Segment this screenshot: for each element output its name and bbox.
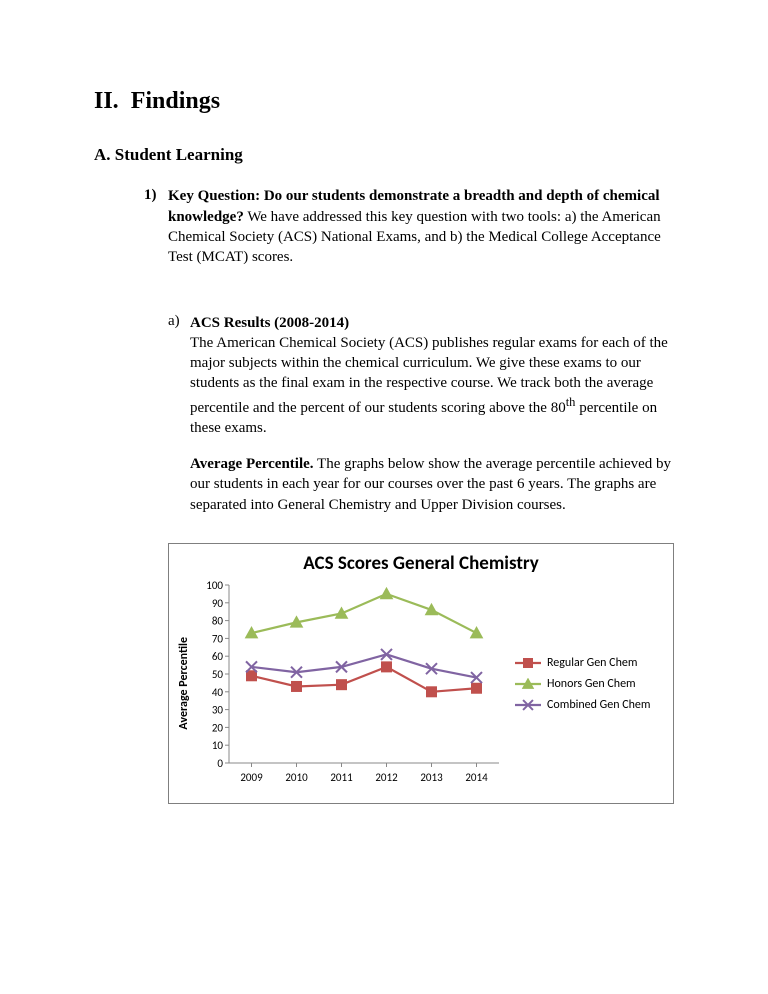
- svg-text:60: 60: [212, 650, 224, 663]
- subsection-heading: A. Student Learning: [94, 145, 674, 165]
- chart-legend: Regular Gen Chem Honors Gen Chem Combined …: [515, 649, 650, 719]
- subsection-title: Student Learning: [115, 145, 243, 164]
- svg-text:50: 50: [212, 668, 224, 681]
- legend-swatch: [515, 678, 541, 690]
- chart-container: ACS Scores General Chemistry Average Per…: [168, 543, 674, 804]
- svg-text:40: 40: [212, 686, 224, 699]
- svg-text:0: 0: [217, 757, 223, 770]
- chart-plot: 0 10 20 30 40 50 60 70 80 90 100 2009 2010 2011 2012 20…: [195, 579, 505, 789]
- svg-text:100: 100: [206, 579, 223, 592]
- lettered-item-a: a) ACS Results (2008-2014) The American …: [168, 311, 674, 515]
- svg-text:2011: 2011: [330, 771, 353, 784]
- svg-text:10: 10: [212, 739, 224, 752]
- legend-item: Regular Gen Chem: [515, 656, 650, 670]
- subsection-letter: A.: [94, 145, 111, 164]
- section-number: II.: [94, 88, 119, 114]
- numbered-item-1: 1) Key Question: Do our students demonst…: [144, 185, 674, 267]
- item-a-heading: ACS Results (2008-2014): [190, 315, 349, 331]
- svg-text:2012: 2012: [375, 771, 398, 784]
- svg-text:2013: 2013: [420, 771, 443, 784]
- svg-text:20: 20: [212, 721, 224, 734]
- section-heading: II. Findings: [94, 88, 674, 115]
- svg-text:70: 70: [212, 632, 224, 645]
- avg-percentile-lead: Average Percentile.: [190, 456, 314, 472]
- legend-swatch: [515, 699, 541, 711]
- item-number: 1): [144, 185, 168, 205]
- section-title: Findings: [131, 88, 220, 114]
- superscript-th: th: [566, 395, 576, 409]
- legend-label: Combined Gen Chem: [547, 698, 650, 712]
- svg-text:90: 90: [212, 597, 224, 610]
- chart-y-axis-label: Average Percentile: [177, 637, 191, 730]
- chart-title: ACS Scores General Chemistry: [177, 552, 665, 575]
- svg-text:2009: 2009: [240, 771, 263, 784]
- item-a-label: a): [168, 311, 190, 331]
- legend-item: Honors Gen Chem: [515, 677, 650, 691]
- svg-text:2010: 2010: [285, 771, 308, 784]
- legend-swatch: [515, 657, 541, 669]
- legend-item: Combined Gen Chem: [515, 698, 650, 712]
- svg-text:80: 80: [212, 614, 224, 627]
- svg-text:2014: 2014: [465, 771, 488, 784]
- legend-label: Honors Gen Chem: [547, 677, 636, 691]
- legend-label: Regular Gen Chem: [547, 656, 637, 670]
- svg-text:30: 30: [212, 703, 224, 716]
